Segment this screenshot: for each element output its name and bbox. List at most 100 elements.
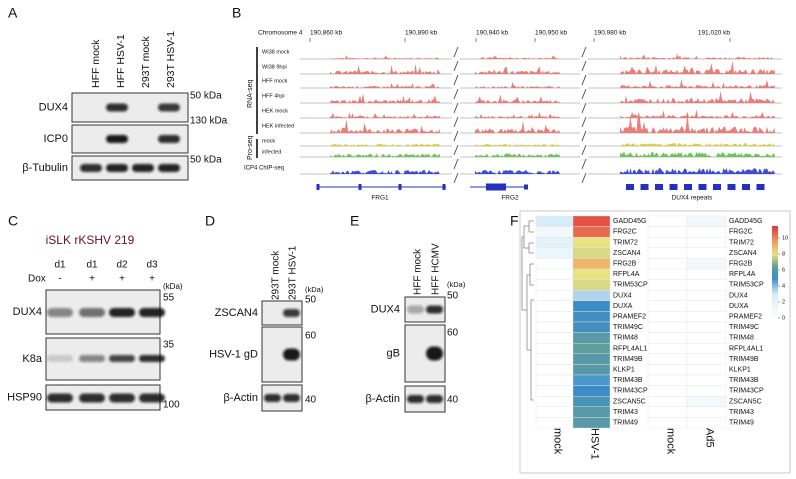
heatmap-cell bbox=[647, 374, 688, 386]
heatmap-cell bbox=[535, 321, 574, 333]
lane-label: 293T HSV-1 bbox=[288, 245, 299, 300]
break-mark bbox=[581, 46, 587, 58]
exon bbox=[316, 184, 320, 190]
heatmap-cell bbox=[572, 321, 611, 333]
row-label: DUX4 bbox=[371, 303, 400, 315]
heatmap-cell bbox=[572, 385, 611, 397]
colorbar-step bbox=[772, 269, 778, 273]
marker-label: 130 kDa bbox=[190, 116, 228, 127]
colorbar-step bbox=[772, 315, 778, 319]
heatmap-cell bbox=[535, 406, 574, 418]
gene-label: DUX4 bbox=[729, 292, 748, 299]
band bbox=[139, 308, 165, 317]
lane-label: d1 bbox=[86, 260, 98, 271]
marker-label: 50 bbox=[305, 295, 317, 306]
track-label: WI38 mock bbox=[262, 49, 290, 55]
lane-label: HFF HSV-1 bbox=[115, 34, 127, 88]
lane-label: HFF mock bbox=[90, 39, 102, 88]
heatmap-cell bbox=[572, 353, 611, 365]
dox-sign: + bbox=[119, 274, 125, 285]
colorbar-step bbox=[772, 304, 778, 307]
gene-label: FRG1 bbox=[371, 195, 389, 202]
colorbar-step bbox=[772, 251, 778, 254]
band bbox=[283, 348, 300, 361]
heatmap-cell bbox=[647, 417, 688, 429]
unit-label: (kDa) bbox=[163, 282, 183, 291]
colorbar-label: 2 bbox=[782, 299, 785, 305]
heatmap-cell bbox=[572, 417, 611, 429]
gene-label: FRG2 bbox=[501, 195, 519, 202]
heatmap-cell bbox=[647, 385, 688, 397]
marker-label: 100 bbox=[163, 400, 180, 411]
colorbar-label: 4 bbox=[782, 283, 785, 289]
heatmap-cell bbox=[535, 300, 574, 312]
repeat bbox=[713, 184, 721, 190]
band bbox=[132, 164, 154, 172]
dox-label: Dox bbox=[28, 274, 46, 285]
gene-label: ZSCAN4 bbox=[613, 250, 641, 257]
band bbox=[283, 394, 300, 402]
colorbar-step bbox=[772, 276, 778, 280]
heatmap-cell bbox=[686, 417, 727, 429]
gene-label: DUXA bbox=[613, 303, 633, 310]
repeat bbox=[742, 184, 750, 190]
gene-label: DUX4 bbox=[613, 292, 632, 299]
repeat bbox=[669, 184, 678, 190]
band bbox=[106, 103, 128, 112]
band bbox=[264, 394, 281, 402]
band bbox=[79, 355, 105, 362]
band bbox=[47, 308, 73, 317]
heatmap-cell bbox=[535, 353, 574, 365]
heatmap-cell bbox=[647, 321, 688, 333]
colorbar-step bbox=[772, 301, 778, 305]
heatmap-cell bbox=[647, 215, 688, 227]
lane-label: HFF mock bbox=[413, 248, 424, 295]
band bbox=[106, 164, 128, 172]
heatmap-cell bbox=[686, 353, 727, 365]
heatmap-cell bbox=[572, 258, 611, 270]
repeat bbox=[640, 184, 649, 190]
colorbar-step bbox=[772, 281, 778, 284]
heatmap-cell bbox=[647, 279, 688, 291]
coverage bbox=[620, 60, 775, 74]
colorbar-step bbox=[772, 267, 778, 270]
heatmap-cell bbox=[686, 215, 727, 227]
colorbar-step bbox=[772, 283, 778, 287]
colorbar-step bbox=[772, 313, 778, 316]
break-mark bbox=[453, 74, 459, 86]
gene-label: FRG2B bbox=[729, 261, 753, 268]
break-mark bbox=[581, 74, 587, 86]
colorbar-step bbox=[772, 306, 778, 310]
heatmap-cell bbox=[535, 417, 574, 429]
dox-sign: + bbox=[149, 274, 155, 285]
band bbox=[47, 355, 73, 362]
band bbox=[109, 393, 135, 403]
heatmap-cell bbox=[535, 364, 574, 376]
heatmap-cell bbox=[647, 343, 688, 355]
band bbox=[79, 308, 105, 317]
heatmap-cell bbox=[686, 396, 727, 408]
colorbar-step bbox=[772, 249, 778, 252]
panel-label: D bbox=[205, 213, 215, 229]
heatmap-cell bbox=[647, 396, 688, 408]
break-mark bbox=[581, 88, 587, 100]
coverage bbox=[620, 79, 775, 88]
colorbar-step bbox=[772, 308, 778, 312]
repeat bbox=[626, 184, 634, 190]
heatmap-cell bbox=[686, 311, 727, 323]
heatmap-cell bbox=[686, 385, 727, 397]
coverage bbox=[475, 82, 560, 88]
band bbox=[109, 355, 135, 362]
heatmap-cell bbox=[686, 364, 727, 376]
heatmap-cell bbox=[535, 374, 574, 386]
marker-label: 35 bbox=[163, 340, 175, 351]
gene-label: TRIM72 bbox=[729, 239, 754, 246]
exon bbox=[398, 184, 402, 190]
colorbar-step bbox=[772, 235, 778, 238]
coordinate-label: 191,020 kb bbox=[698, 30, 731, 37]
colorbar-step bbox=[772, 255, 778, 259]
band bbox=[47, 393, 73, 403]
heatmap-cell bbox=[572, 343, 611, 355]
heatmap-cell bbox=[572, 300, 611, 312]
coverage bbox=[475, 169, 560, 174]
